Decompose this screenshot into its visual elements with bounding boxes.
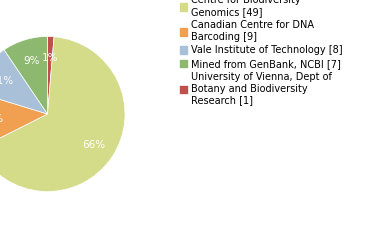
Text: 1%: 1% xyxy=(42,53,58,63)
Text: 9%: 9% xyxy=(23,56,40,66)
Text: 66%: 66% xyxy=(82,140,105,150)
Text: 11%: 11% xyxy=(0,76,14,86)
Wedge shape xyxy=(48,36,54,114)
Wedge shape xyxy=(4,36,48,114)
Text: 12%: 12% xyxy=(0,114,3,124)
Wedge shape xyxy=(0,50,48,114)
Wedge shape xyxy=(0,91,48,149)
Legend: Centre for Biodiversity
Genomics [49], Canadian Centre for DNA
Barcoding [9], Va: Centre for Biodiversity Genomics [49], C… xyxy=(178,0,345,107)
Wedge shape xyxy=(0,37,125,192)
